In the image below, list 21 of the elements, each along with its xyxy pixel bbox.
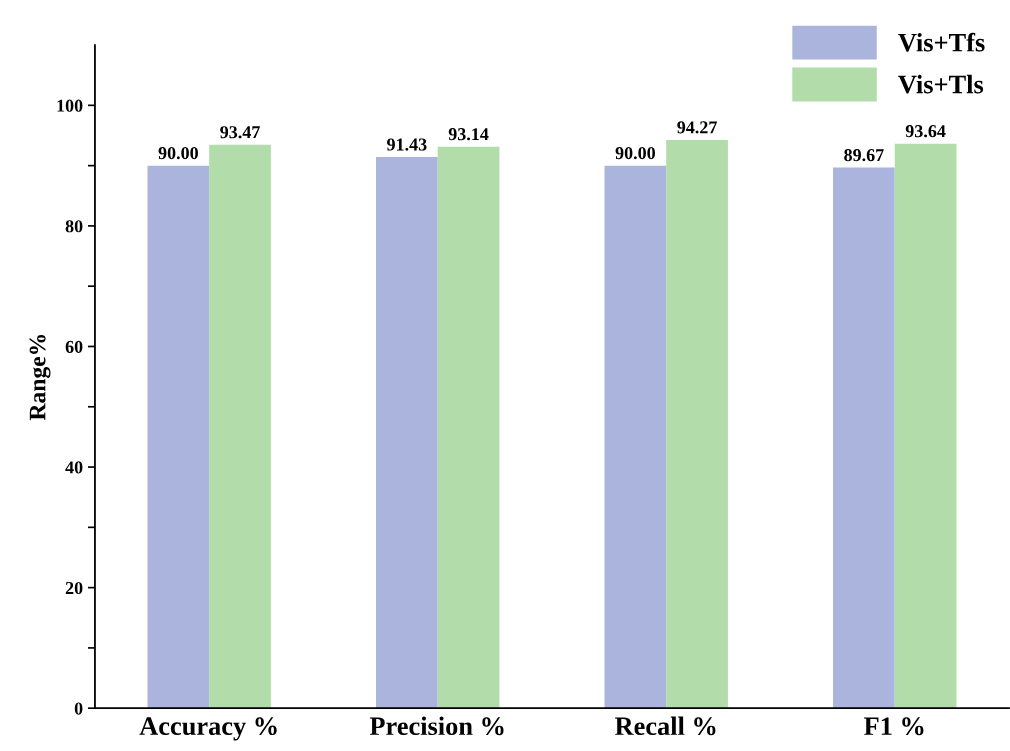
legend-label: Vis+Tfs xyxy=(898,32,985,52)
data-label: 93.64 xyxy=(905,125,946,138)
x-tick-label: Accuracy % xyxy=(139,717,277,741)
y-tick-label: 40 xyxy=(65,461,83,474)
data-label: 90.00 xyxy=(158,147,198,160)
legend-label: Vis+Tls xyxy=(898,74,984,94)
data-label: 93.47 xyxy=(220,126,260,139)
x-tick-label: Recall % xyxy=(615,716,716,736)
y-tick-label: 20 xyxy=(65,581,83,595)
y-tick-label: 0 xyxy=(74,702,83,715)
y-tick-label: 100 xyxy=(57,99,83,112)
data-label: 89.67 xyxy=(844,148,884,162)
y-tick-label: 60 xyxy=(65,340,83,353)
x-tick-label: F1 % xyxy=(864,717,924,736)
data-label: 93.14 xyxy=(448,128,489,141)
x-tick-label: Precision % xyxy=(369,716,504,736)
data-label: 90.00 xyxy=(615,147,655,160)
data-label: 94.27 xyxy=(677,121,717,134)
data-label: 91.43 xyxy=(387,138,427,151)
y-axis-title: Range% xyxy=(29,334,51,421)
y-tick-label: 80 xyxy=(65,220,83,233)
